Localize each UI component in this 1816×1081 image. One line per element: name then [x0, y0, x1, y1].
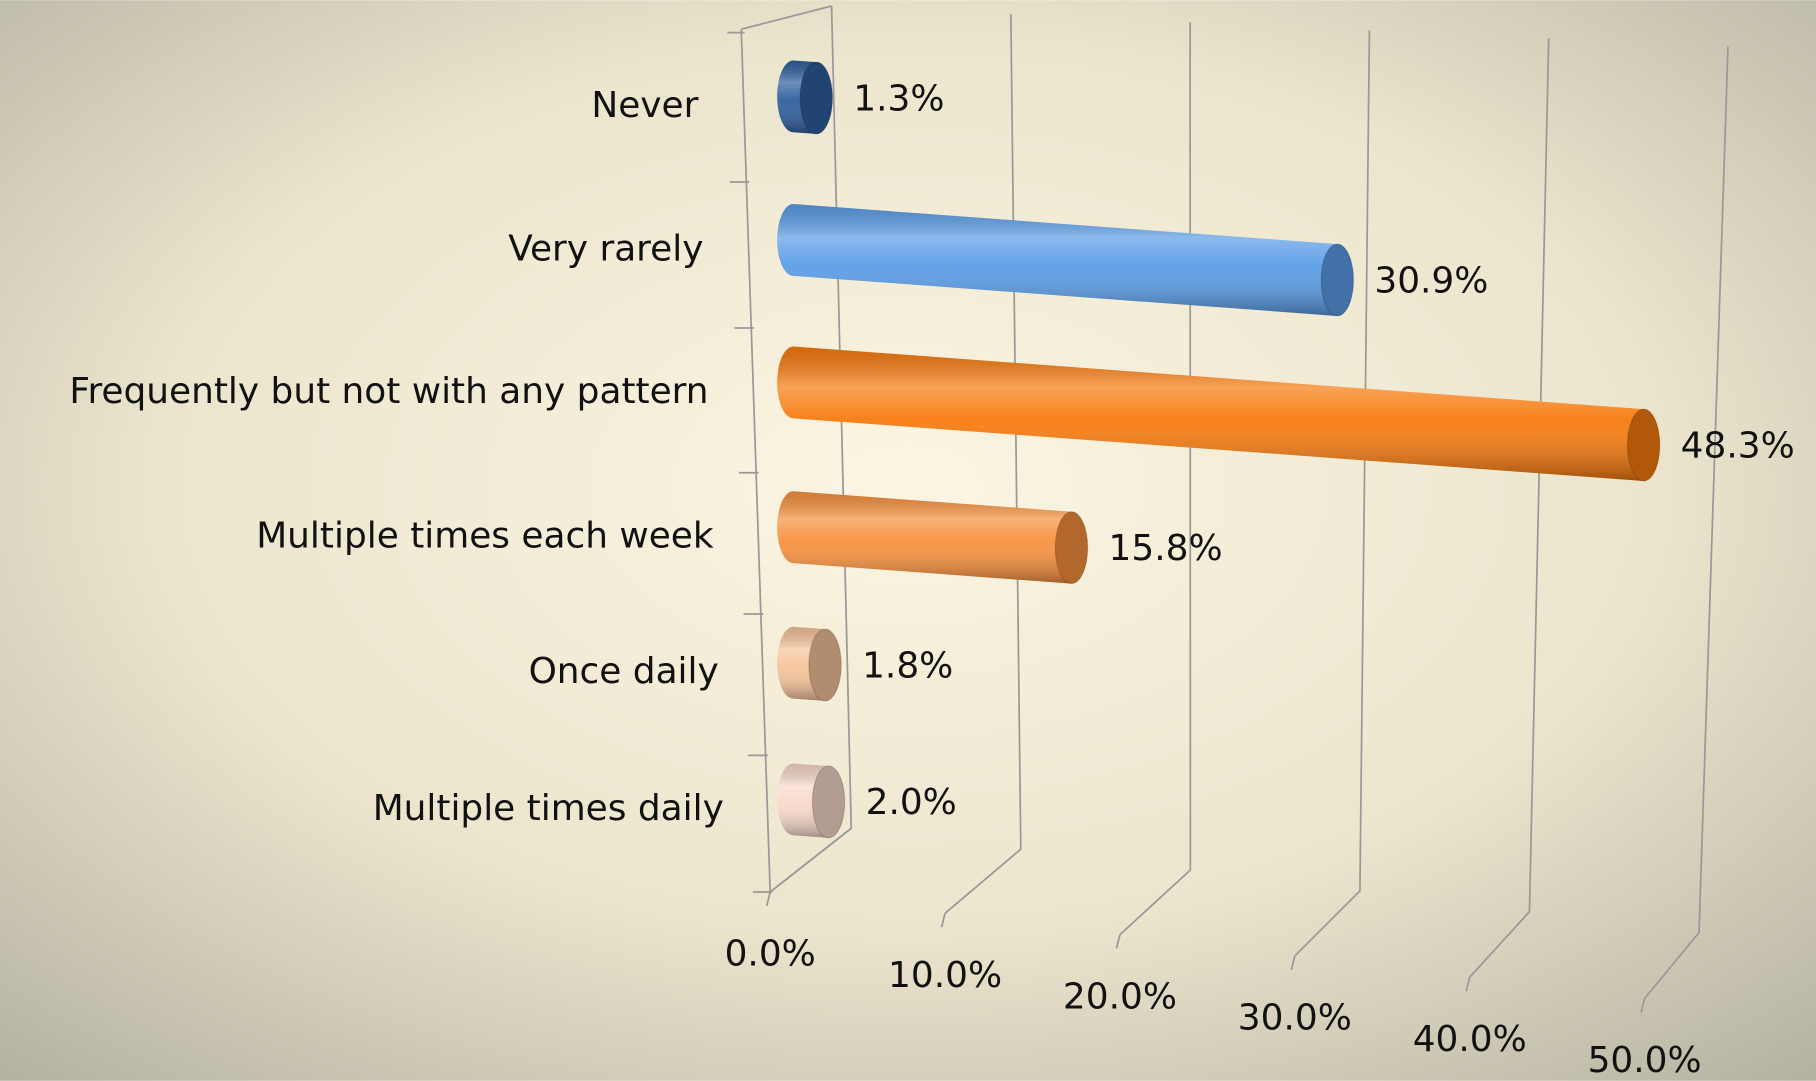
- x-tick-label: 30.0%: [1238, 998, 1352, 1039]
- category-label: Frequently but not with any pattern: [69, 371, 708, 412]
- value-label: 1.8%: [862, 645, 953, 686]
- x-tick-label: 10.0%: [888, 955, 1002, 996]
- grid-line: [1294, 30, 1371, 957]
- bar-cap: [800, 62, 833, 134]
- bar-cap-shade: [811, 765, 846, 839]
- category-label: Multiple times daily: [373, 788, 724, 829]
- bar-cap: [812, 766, 845, 838]
- grid-line: [944, 14, 1022, 914]
- x-tick-label: 50.0%: [1588, 1040, 1702, 1081]
- x-tick: [940, 913, 946, 928]
- category-label: Multiple times each week: [256, 516, 714, 557]
- category-label: Never: [591, 85, 698, 126]
- value-label: 15.8%: [1109, 528, 1223, 569]
- x-tick-label: 0.0%: [725, 934, 816, 975]
- x-tick: [1290, 955, 1296, 971]
- x-tick: [765, 891, 772, 907]
- bar-cap-shade: [1320, 243, 1355, 317]
- category-label: Once daily: [529, 651, 719, 692]
- bar-shade: [777, 204, 1354, 316]
- x-tick: [1640, 998, 1646, 1013]
- grid-line: [769, 5, 853, 893]
- bar-cap: [1055, 511, 1088, 584]
- bar-shade: [777, 491, 1088, 584]
- x-tick-label: 40.0%: [1413, 1019, 1527, 1060]
- value-label: 30.9%: [1374, 260, 1488, 301]
- bar-cap-shade: [808, 628, 842, 702]
- bar-cap-shade: [1626, 408, 1661, 482]
- bar-cap: [808, 629, 842, 701]
- bar-shade: [777, 346, 1660, 481]
- bar-cap-shade: [1054, 511, 1089, 585]
- bar-cap-shade: [799, 61, 834, 135]
- value-label: 2.0%: [866, 782, 957, 823]
- x-tick-label: 20.0%: [1063, 976, 1177, 1017]
- grid-line: [1469, 38, 1550, 978]
- value-label: 1.3%: [853, 78, 944, 119]
- x-tick: [1465, 977, 1471, 992]
- bar-cap: [1321, 244, 1354, 316]
- category-label: Very rarely: [508, 228, 703, 269]
- grid-line: [1643, 46, 1729, 1000]
- bar-cap: [1627, 409, 1660, 481]
- value-label: 48.3%: [1681, 425, 1795, 466]
- x-tick: [1115, 934, 1121, 949]
